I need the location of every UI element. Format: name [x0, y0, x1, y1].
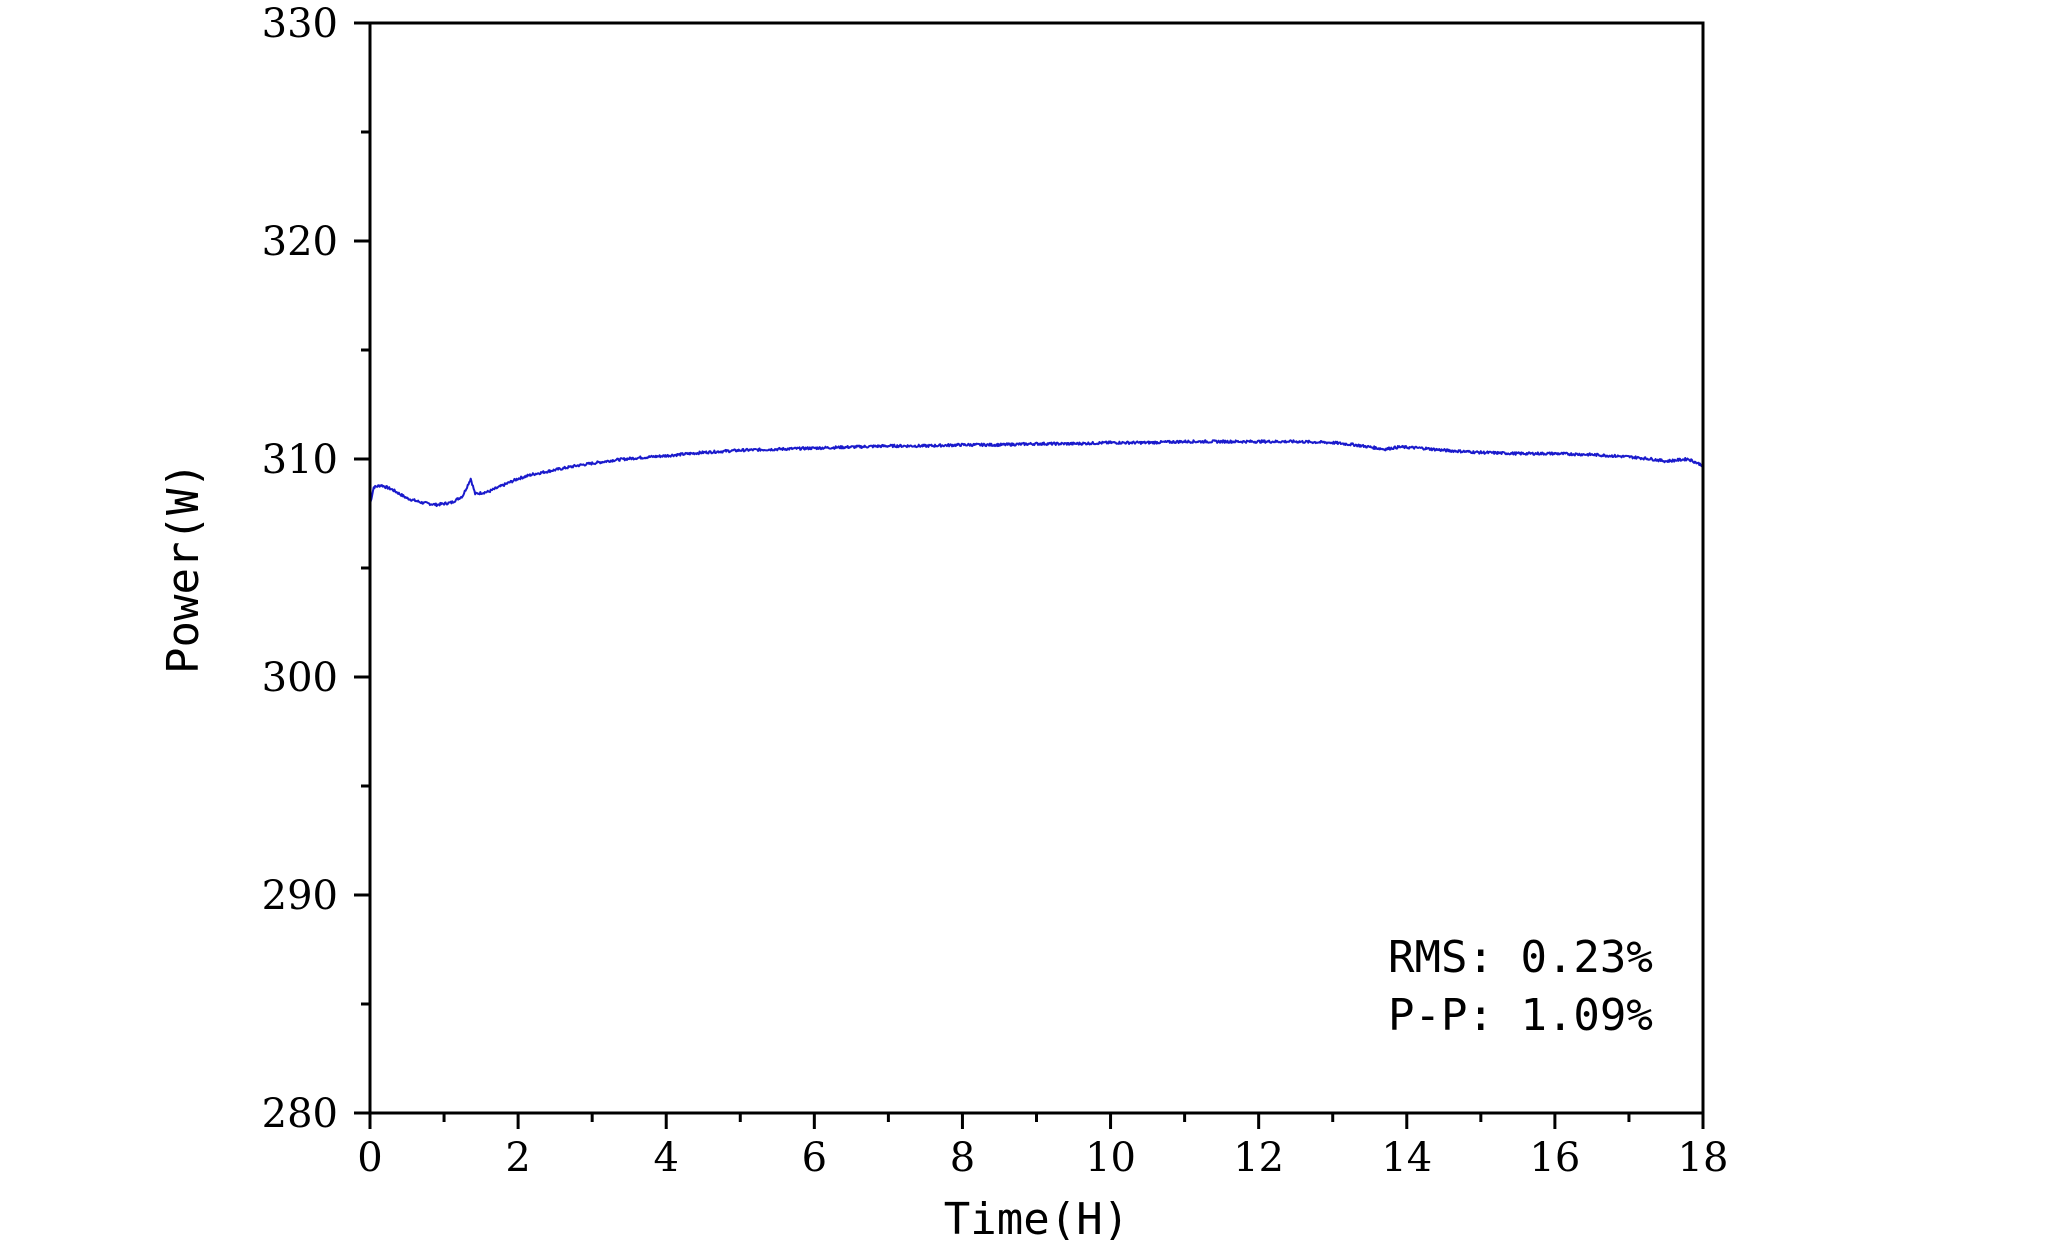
- y-axis-title: Power(W): [158, 462, 209, 674]
- power-series-line: [369, 439, 1704, 508]
- rms-annotation: RMS: 0.23%: [1388, 932, 1653, 983]
- y-tick-label: 310: [262, 437, 338, 483]
- x-tick-label: 0: [357, 1135, 382, 1181]
- x-tick-label: 4: [653, 1135, 678, 1181]
- x-tick-label: 6: [802, 1135, 827, 1181]
- y-tick-label: 300: [262, 655, 338, 701]
- y-tick-label: 290: [262, 873, 338, 919]
- x-tick-label: 18: [1678, 1135, 1729, 1181]
- series-layer: [369, 439, 1704, 508]
- y-tick-label: 280: [262, 1091, 338, 1137]
- x-tick-label: 10: [1085, 1135, 1136, 1181]
- y-tick-label: 330: [262, 1, 338, 47]
- x-tick-label: 2: [505, 1135, 530, 1181]
- plot-axes: 0 2 4 6 8 10 12 14 16 18 280 290 300 310 320 330: [262, 1, 1729, 1181]
- x-tick-label: 12: [1233, 1135, 1284, 1181]
- x-tick-label: 14: [1381, 1135, 1432, 1181]
- x-tick-label: 8: [950, 1135, 975, 1181]
- plot-frame: [368, 21, 1705, 1115]
- x-axis-title: Time(H): [944, 1194, 1129, 1245]
- y-tick-label: 320: [262, 219, 338, 265]
- x-tick-label: 16: [1529, 1135, 1580, 1181]
- peak-to-peak-annotation: P-P: 1.09%: [1388, 990, 1653, 1041]
